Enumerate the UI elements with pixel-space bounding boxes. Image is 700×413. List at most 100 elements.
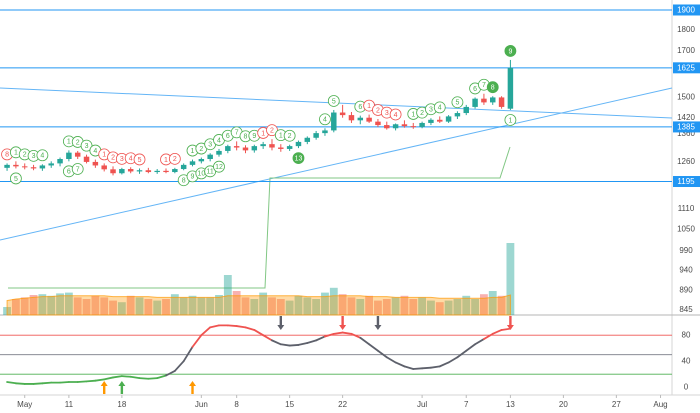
td-label: 2 <box>76 139 80 146</box>
td-label: 1 <box>367 103 371 110</box>
td-label: 3 <box>385 110 389 117</box>
level-label-box <box>673 4 700 16</box>
oscillator-tick-label: 80 <box>682 330 691 339</box>
x-tick-label: 7 <box>464 400 469 409</box>
td-label: 2 <box>420 110 424 117</box>
oscillator-line <box>103 376 114 381</box>
candle-body <box>66 152 72 159</box>
oscillator-line <box>209 324 220 329</box>
oscillator-line <box>156 374 167 379</box>
volume-bar <box>56 293 64 315</box>
volume-bar <box>444 300 453 315</box>
volume-bar <box>303 297 312 315</box>
candle-body <box>313 133 319 138</box>
volume-bar <box>241 297 250 315</box>
candle-body <box>110 169 116 174</box>
td-label: 9 <box>191 174 195 181</box>
td-label: 4 <box>129 156 133 163</box>
signal-line <box>8 146 511 289</box>
td-label: 1 <box>164 157 168 164</box>
td-label: 5 <box>14 176 18 183</box>
volume-bar <box>47 295 56 315</box>
oscillator-line <box>112 375 123 379</box>
candle-body <box>278 147 284 149</box>
td-label: 2 <box>376 107 380 114</box>
x-tick-label: 8 <box>234 400 239 409</box>
volume-bar <box>38 294 47 315</box>
oscillator-line <box>120 375 132 378</box>
volume-bar <box>294 295 303 315</box>
oscillator-line <box>341 331 353 335</box>
y-tick-label: 1110 <box>678 204 695 213</box>
td-label: 2 <box>270 127 274 134</box>
signal-arrow <box>374 316 382 330</box>
candle-body <box>101 165 107 170</box>
volume-bar <box>506 243 515 315</box>
y-tick-label: 1420 <box>677 113 695 122</box>
td-label: 2 <box>173 156 177 163</box>
volume-bar <box>488 291 497 315</box>
y-tick-label: 990 <box>679 246 693 255</box>
candle-body <box>366 117 372 122</box>
oscillator-line <box>491 329 503 335</box>
candle-body <box>384 125 390 129</box>
oscillator-line <box>32 382 44 385</box>
candle-body <box>392 124 399 129</box>
td-marker <box>168 152 181 165</box>
level-label-box <box>673 62 700 74</box>
oscillator-line <box>14 382 26 385</box>
x-tick-label: Aug <box>653 400 667 409</box>
candle-body <box>242 147 249 151</box>
volume-bar <box>268 297 276 315</box>
volume-bar <box>20 297 29 315</box>
volume-bar <box>250 299 259 315</box>
candle-body <box>419 122 425 127</box>
y-tick-label: 845 <box>679 305 693 314</box>
volume-bar <box>179 297 188 315</box>
td-label: 5 <box>332 98 336 105</box>
trend-line <box>0 87 673 241</box>
td-marker <box>504 114 517 126</box>
volume-bar <box>82 299 91 315</box>
candle-body <box>172 169 178 173</box>
td-marker <box>133 153 146 166</box>
td-label: 4 <box>217 137 221 144</box>
oscillator-line <box>191 334 203 348</box>
volume-bar <box>374 300 382 315</box>
td-label: 3 <box>120 156 124 163</box>
td-marker <box>9 172 22 185</box>
signal-arrow <box>339 316 347 330</box>
td-label: 6 <box>67 169 71 176</box>
volume-bar <box>206 297 215 315</box>
td-marker <box>80 139 93 152</box>
td-label: 8 <box>5 152 9 159</box>
candle-body <box>428 119 434 123</box>
candle-body <box>348 115 355 121</box>
oscillator-line <box>147 377 159 380</box>
volume-bar <box>117 302 126 315</box>
td-label: 1 <box>279 132 283 139</box>
level-label: 1385 <box>677 123 695 132</box>
td-marker <box>283 129 296 142</box>
td-marker <box>292 152 305 164</box>
td-marker <box>71 163 84 175</box>
oscillator-line <box>465 343 476 352</box>
candle-body <box>57 158 63 164</box>
oscillator-tick-label: 40 <box>682 356 691 365</box>
volume-bar <box>11 299 20 315</box>
td-label: 2 <box>23 152 27 159</box>
x-tick-label: Jul <box>417 400 427 409</box>
y-tick-label: 940 <box>679 265 693 274</box>
candle-body <box>180 164 187 170</box>
volume-bar <box>162 299 170 315</box>
volume-bar <box>197 297 206 315</box>
td-label: 4 <box>40 153 44 160</box>
td-label: 5 <box>138 157 142 164</box>
candle-body <box>163 170 169 173</box>
oscillator-line <box>368 343 379 352</box>
volume-bar <box>312 299 321 315</box>
candle-body <box>4 164 10 168</box>
oscillator-line <box>59 381 70 384</box>
